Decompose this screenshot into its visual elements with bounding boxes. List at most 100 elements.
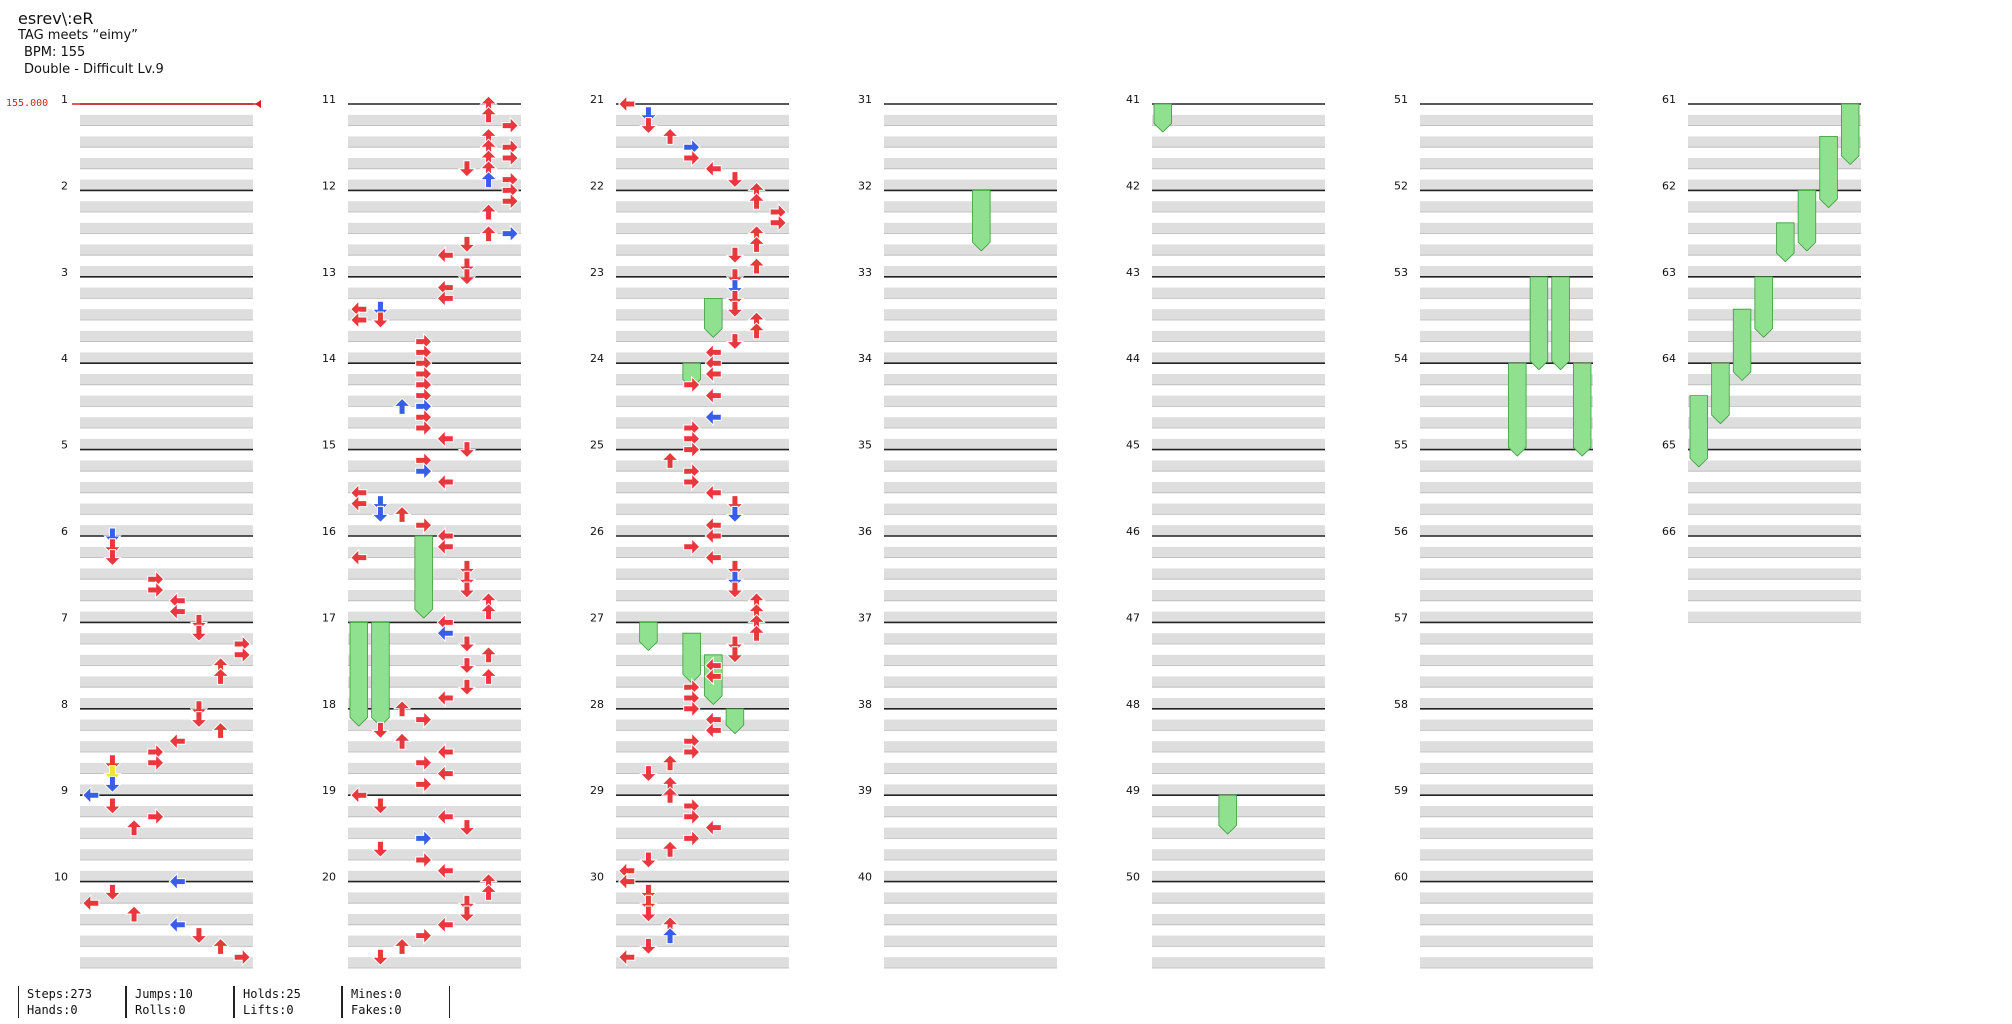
arrow-icon <box>639 905 658 923</box>
arrow-icon <box>211 721 230 739</box>
measure-band <box>1152 806 1325 817</box>
measure-band <box>884 914 1057 925</box>
arrow-icon <box>704 721 722 740</box>
arrow-icon <box>371 840 390 858</box>
measure-band <box>1420 611 1593 623</box>
arrow-icon <box>436 245 454 265</box>
measure-number: 8 <box>61 698 68 711</box>
measure-band <box>1688 525 1861 536</box>
step-note <box>747 322 766 340</box>
step-note <box>457 268 477 286</box>
arrow-icon <box>704 548 722 567</box>
measure-band <box>1688 330 1861 342</box>
step-note <box>683 807 701 827</box>
hold-body <box>725 708 745 735</box>
measure-band <box>1420 287 1593 299</box>
measure-number: 38 <box>858 698 872 711</box>
measure-band <box>1688 546 1861 558</box>
step-chart: 1234567891011121314151617181920212223242… <box>54 93 1861 969</box>
measure-band <box>1420 266 1593 277</box>
measure-band <box>348 590 521 601</box>
measure-band <box>616 698 789 709</box>
arrow-icon <box>725 505 745 524</box>
measure-band <box>1152 935 1325 947</box>
step-note <box>683 472 701 492</box>
arrow-icon <box>639 117 658 135</box>
step-note <box>704 818 722 837</box>
hold-body <box>1529 276 1549 371</box>
measure-band <box>884 633 1057 644</box>
measure-band <box>1152 870 1325 882</box>
arrow-icon <box>436 623 454 643</box>
measure-number: 49 <box>1126 784 1140 797</box>
step-note <box>747 624 766 642</box>
measure-band <box>616 568 789 580</box>
step-note <box>660 840 680 858</box>
measure-band <box>616 352 789 364</box>
step-note <box>189 613 209 632</box>
step-note <box>479 883 498 901</box>
measure-band <box>884 460 1057 472</box>
measure-band <box>348 806 521 817</box>
step-note <box>618 947 636 967</box>
arrow-icon <box>725 646 745 664</box>
measure-band <box>1152 503 1325 515</box>
step-note <box>479 106 498 124</box>
step-note <box>457 235 477 254</box>
step-note <box>747 192 766 210</box>
measure-number: 18 <box>322 698 336 711</box>
measure-number: 11 <box>322 93 336 106</box>
measure-band <box>616 870 789 882</box>
measure-number: 30 <box>590 871 604 884</box>
arrow-icon <box>436 688 454 708</box>
arrow-icon <box>457 570 477 588</box>
measure-band <box>1688 114 1861 126</box>
measure-number: 32 <box>858 179 872 192</box>
measure-band <box>80 784 253 796</box>
measure-number: 43 <box>1126 266 1140 279</box>
measure-band <box>1420 136 1593 148</box>
step-note <box>479 667 498 685</box>
measure-number: 39 <box>858 784 872 797</box>
step-note <box>747 235 766 253</box>
measure-number: 52 <box>1394 179 1408 192</box>
step-note <box>350 310 368 330</box>
step-note <box>168 602 186 621</box>
arrow-icon <box>660 127 680 145</box>
arrow-icon <box>683 537 701 557</box>
arrow-icon <box>415 775 433 794</box>
measure-band <box>80 914 253 925</box>
arrow-icon <box>479 203 498 221</box>
measure-band <box>80 590 253 601</box>
measure-band <box>616 806 789 817</box>
measure-band <box>1420 633 1593 644</box>
arrow-icon <box>704 483 722 503</box>
measure-band <box>1152 158 1325 169</box>
measure-band <box>1420 762 1593 774</box>
arrow-icon <box>436 807 454 827</box>
arrow-icon <box>639 851 658 869</box>
measure-band <box>348 633 521 644</box>
rolls-count: Rolls:0 <box>135 1003 186 1017</box>
measure-band <box>1420 957 1593 968</box>
measure-band <box>884 266 1057 277</box>
measure-band <box>1688 222 1861 234</box>
measure-band <box>1688 266 1861 277</box>
measure-band <box>884 892 1057 904</box>
measure-band <box>348 762 521 774</box>
arrow-icon <box>501 116 519 135</box>
measure-band <box>1420 438 1593 450</box>
measure-number: 26 <box>590 525 604 538</box>
measure-band <box>80 719 253 731</box>
measure-number: 22 <box>590 179 604 192</box>
arrow-icon <box>725 559 745 578</box>
measure-band <box>884 806 1057 817</box>
step-note <box>725 635 745 653</box>
measure-band <box>616 287 789 299</box>
measure-band <box>884 201 1057 212</box>
arrow-icon <box>415 710 433 729</box>
measure-band <box>884 287 1057 299</box>
arrow-icon <box>189 613 209 632</box>
measure-band <box>1420 654 1593 666</box>
mines-count: Mines:0 <box>351 987 402 1001</box>
